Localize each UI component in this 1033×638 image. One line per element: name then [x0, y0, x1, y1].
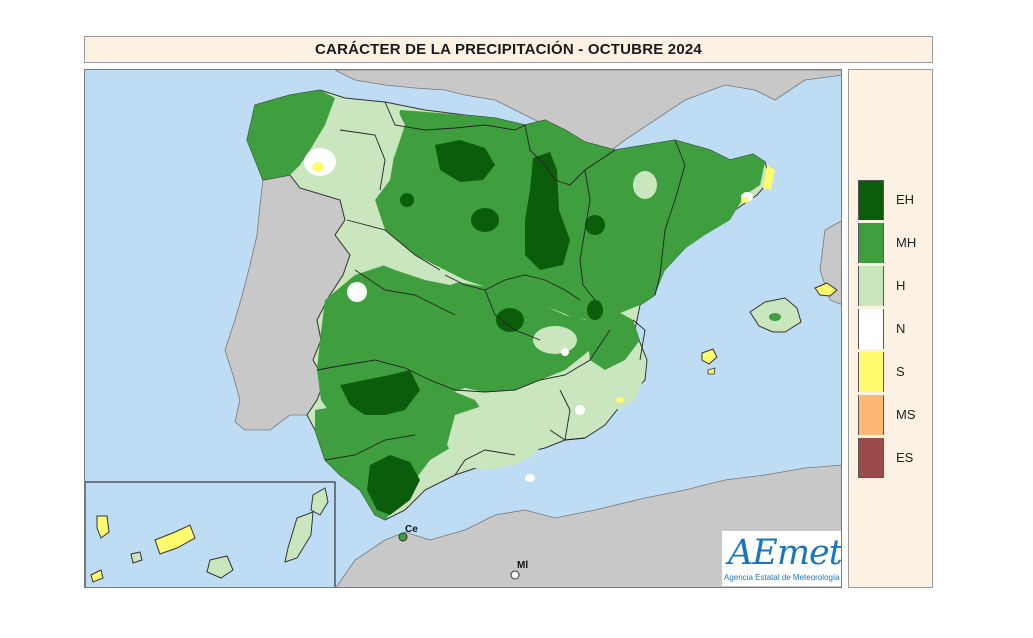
canary-el-hierro	[90, 569, 104, 583]
n-valencia	[561, 348, 569, 356]
legend-swatch-mh	[858, 223, 884, 263]
eh-patch-2	[496, 308, 524, 332]
mh-east	[585, 310, 640, 370]
h-southeast	[447, 385, 555, 470]
s-alicante	[616, 397, 624, 403]
canary-lanzarote	[310, 487, 329, 516]
n-murcia	[575, 405, 585, 415]
n-salamanca	[347, 282, 367, 302]
canary-la-gomera	[130, 551, 143, 564]
h-patch-center	[533, 326, 577, 354]
canary-gran-canaria	[206, 555, 234, 579]
ibiza	[701, 348, 718, 365]
legend-swatch-h	[858, 266, 884, 306]
aemet-logo: AEmet Agencia Estatal de Meteorología	[722, 531, 841, 586]
s-tarragona	[741, 197, 749, 203]
formentera	[707, 367, 716, 375]
s-costa-brava	[763, 165, 775, 190]
legend-item-h: H	[858, 266, 928, 306]
eh-cadiz	[367, 455, 420, 515]
region-borders	[316, 101, 686, 476]
canary-tenerife	[154, 524, 196, 555]
h-patch-aragon	[633, 171, 657, 199]
legend-swatch-n	[858, 309, 884, 349]
eh-extremadura	[340, 370, 420, 415]
melilla-marker	[510, 570, 520, 580]
aemet-logo-subtitle: Agencia Estatal de Meteorología	[724, 573, 840, 582]
legend-label-s: S	[896, 364, 905, 379]
aemet-logo-word: AEmet	[728, 533, 842, 573]
map-title: CARÁCTER DE LA PRECIPITACIÓN - OCTUBRE 2…	[84, 36, 933, 63]
eh-burgos	[435, 140, 495, 182]
legend-item-ms: MS	[858, 395, 928, 435]
legend-label-eh: EH	[896, 192, 915, 207]
legend-item-n: N	[858, 309, 928, 349]
map-canvas	[85, 70, 841, 587]
ceuta-marker	[398, 532, 408, 542]
canary-fuerteventura	[284, 511, 314, 563]
legend-swatch-eh	[858, 180, 884, 220]
mh-northwest	[247, 90, 335, 180]
legend-label-mh: MH	[896, 235, 917, 250]
legend-item-es: ES	[858, 438, 928, 478]
legend-label-ms: MS	[896, 407, 916, 422]
legend-item-eh: EH	[858, 180, 928, 220]
legend-item-s: S	[858, 352, 928, 392]
legend-swatch-ms	[858, 395, 884, 435]
legend-swatch-s	[858, 352, 884, 392]
ceuta-label: Ce	[405, 524, 418, 535]
s-galicia	[312, 162, 324, 172]
legend-label-es: ES	[896, 450, 914, 465]
mh-andalucia	[315, 388, 485, 520]
menorca	[814, 282, 838, 297]
eh-iberico	[525, 152, 570, 270]
n-almeria	[525, 474, 535, 482]
legend: EH MH H N S MS ES	[848, 69, 933, 588]
n-galicia	[304, 148, 336, 176]
canary-la-palma	[96, 515, 110, 539]
eh-patch-3	[400, 193, 414, 207]
h-east-coast	[605, 365, 643, 410]
h-north-plateau	[335, 100, 465, 285]
legend-item-mh: MH	[858, 223, 928, 263]
eh-patch-4	[585, 215, 605, 235]
mallorca-mh	[769, 313, 781, 321]
eh-patch-1	[471, 208, 499, 232]
legend-swatch-es	[858, 438, 884, 478]
legend-label-n: N	[896, 321, 906, 336]
precipitation-map: Ce Ml AEmet Agencia Estatal de Meteorolo…	[84, 69, 842, 588]
melilla-label: Ml	[517, 560, 529, 571]
eh-patch-5	[587, 300, 603, 320]
legend-label-h: H	[896, 278, 906, 293]
